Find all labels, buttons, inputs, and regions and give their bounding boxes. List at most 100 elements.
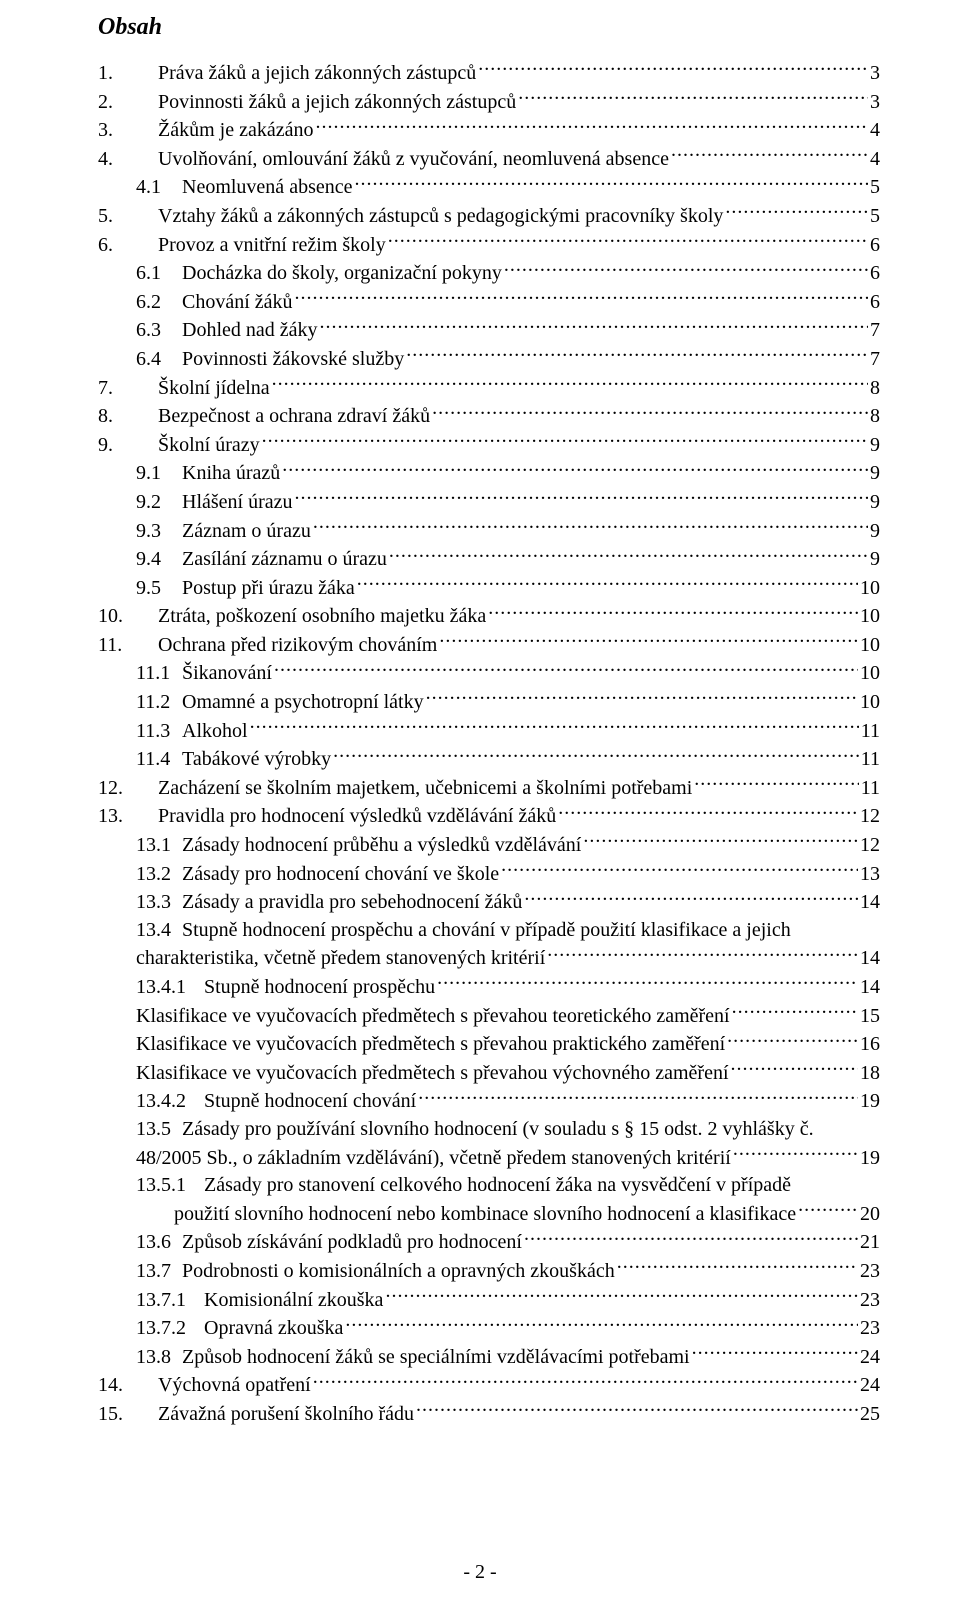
toc-leader-dots	[418, 1087, 858, 1107]
toc-entry: 3.Žákům je zakázáno 4	[98, 116, 880, 145]
toc-entry-page: 9	[870, 546, 880, 574]
toc-leader-dots	[439, 631, 858, 651]
toc-entry-number: 13.6	[136, 1229, 182, 1257]
toc-entry-text: Dohled nad žáky	[182, 319, 318, 341]
toc-entry-text: Chování žáků	[182, 291, 293, 313]
toc-leader-dots	[437, 973, 858, 993]
toc-entry-number: 6.1	[136, 260, 182, 288]
toc-entry-text: Klasifikace ve vyučovacích předmětech s …	[136, 1062, 729, 1084]
toc-entry-text: Zasílání záznamu o úrazu	[182, 548, 387, 570]
toc-entry-number: 3.	[98, 117, 158, 145]
toc-entry-label: 6.2Chování žáků	[136, 289, 293, 317]
toc-entry-number: 13.2	[136, 861, 182, 889]
toc-entry: 13.4.1Stupně hodnocení prospěchu 14	[98, 973, 880, 1002]
toc-entry-page: 12	[860, 832, 880, 860]
toc-leader-dots	[320, 316, 868, 336]
toc-entry-text: Žákům je zakázáno	[158, 119, 313, 141]
toc-leader-dots	[315, 116, 868, 136]
toc-entry-label: 15.Závažná porušení školního řádu	[98, 1401, 414, 1429]
toc-leader-dots	[547, 944, 858, 964]
toc-entry-label: 13.5Zásady pro používání slovního hodnoc…	[136, 1116, 814, 1144]
toc-leader-dots	[617, 1257, 858, 1277]
toc-entry-page: 18	[860, 1060, 880, 1088]
toc-entry-text: Zásady pro stanovení celkového hodnocení…	[204, 1174, 791, 1196]
toc-entry-text: Způsob získávání podkladů pro hodnocení	[182, 1231, 522, 1253]
toc-entry: 8.Bezpečnost a ochrana zdraví žáků 8	[98, 402, 880, 431]
toc-entry: 7.Školní jídelna 8	[98, 374, 880, 403]
toc-entry-number: 13.4.2	[136, 1088, 204, 1116]
toc-entry-label: 2.Povinnosti žáků a jejich zákonných zás…	[98, 89, 516, 117]
toc-entry-label: Klasifikace ve vyučovacích předmětech s …	[136, 1003, 730, 1031]
toc-entry-text: Vztahy žáků a zákonných zástupců s pedag…	[158, 205, 723, 227]
toc-entry-text: Alkohol	[182, 720, 248, 742]
toc-entry-page: 4	[870, 146, 880, 174]
toc-entry-page: 9	[870, 460, 880, 488]
toc-entry-number: 6.4	[136, 346, 182, 374]
table-of-contents: 1.Práva žáků a jejich zákonných zástupců…	[98, 59, 880, 1429]
toc-entry: 6.1Docházka do školy, organizační pokyny…	[98, 259, 880, 288]
toc-entry-page: 8	[870, 375, 880, 403]
toc-entry-label: 9.4Zasílání záznamu o úrazu	[136, 546, 387, 574]
toc-entry-text: Práva žáků a jejich zákonných zástupců	[158, 62, 476, 84]
toc-leader-dots	[432, 402, 868, 422]
toc-entry-number: 13.8	[136, 1344, 182, 1372]
toc-entry-label: 13.8Způsob hodnocení žáků se speciálními…	[136, 1344, 690, 1372]
toc-entry-page: 11	[861, 746, 880, 774]
toc-leader-dots	[798, 1200, 858, 1220]
toc-entry: 13.7.2Opravná zkouška 23	[98, 1314, 880, 1343]
toc-entry-number: 4.	[98, 146, 158, 174]
toc-entry-text: Zásady hodnocení průběhu a výsledků vzdě…	[182, 834, 581, 856]
toc-entry: 10.Ztráta, poškození osobního majetku žá…	[98, 602, 880, 631]
toc-leader-dots	[558, 802, 858, 822]
toc-entry-label: 7.Školní jídelna	[98, 375, 270, 403]
toc-entry-page: 19	[860, 1088, 880, 1116]
toc-leader-dots	[272, 374, 868, 394]
toc-entry-page: 7	[870, 346, 880, 374]
toc-entry-text: Klasifikace ve vyučovacích předmětech s …	[136, 1033, 725, 1055]
toc-leader-dots	[250, 717, 859, 737]
toc-entry-label: 13.3Zásady a pravidla pro sebehodnocení …	[136, 889, 522, 917]
toc-entry-text: Povinnosti žáků a jejich zákonných zástu…	[158, 91, 516, 113]
toc-leader-dots	[426, 688, 858, 708]
toc-entry-page: 9	[870, 489, 880, 517]
toc-entry-text: Uvolňování, omlouvání žáků z vyučování, …	[158, 148, 669, 170]
toc-leader-dots	[416, 1400, 858, 1420]
toc-entry-label: 13.6Způsob získávání podkladů pro hodnoc…	[136, 1229, 522, 1257]
toc-leader-dots	[732, 1002, 858, 1022]
toc-entry-page: 15	[860, 1003, 880, 1031]
toc-entry-page: 9	[870, 432, 880, 460]
toc-entry-page: 5	[870, 174, 880, 202]
toc-entry-label: 11.1Šikanování	[136, 660, 272, 688]
toc-entry-page: 10	[860, 603, 880, 631]
toc-entry: 13.7.1Komisionální zkouška 23	[98, 1286, 880, 1315]
toc-entry-number: 13.7	[136, 1258, 182, 1286]
toc-entry-label: 1.Práva žáků a jejich zákonných zástupců	[98, 60, 476, 88]
toc-entry-number: 6.2	[136, 289, 182, 317]
toc-entry-label: 4.1Neomluvená absence	[136, 174, 352, 202]
toc-entry-text: Způsob hodnocení žáků se speciálními vzd…	[182, 1346, 690, 1368]
toc-entry-page: 6	[870, 232, 880, 260]
toc-entry-label: 12.Zacházení se školním majetkem, učebni…	[98, 775, 692, 803]
toc-entry-page: 6	[870, 289, 880, 317]
toc-entry-label: 9.Školní úrazy	[98, 432, 260, 460]
toc-entry-number: 13.3	[136, 889, 182, 917]
toc-leader-dots	[731, 1059, 858, 1079]
toc-entry-page: 3	[870, 89, 880, 117]
toc-entry-label: 6.3Dohled nad žáky	[136, 317, 318, 345]
toc-entry: Klasifikace ve vyučovacích předmětech s …	[98, 1030, 880, 1059]
toc-entry-text: Stupně hodnocení chování	[204, 1090, 416, 1112]
toc-entry: 9.5Postup při úrazu žáka 10	[98, 574, 880, 603]
toc-entry: 13.7Podrobnosti o komisionálních a oprav…	[98, 1257, 880, 1286]
toc-entry-number: 9.4	[136, 546, 182, 574]
toc-entry-text: Kniha úrazů	[182, 462, 280, 484]
toc-leader-dots	[262, 431, 868, 451]
toc-entry: 14.Výchovná opatření 24	[98, 1371, 880, 1400]
toc-entry-page: 11	[861, 718, 880, 746]
toc-entry: 9.Školní úrazy 9	[98, 431, 880, 460]
toc-entry-label: 5.Vztahy žáků a zákonných zástupců s ped…	[98, 203, 723, 231]
toc-entry-number: 1.	[98, 60, 158, 88]
toc-leader-dots	[313, 517, 868, 537]
toc-leader-dots	[478, 59, 868, 79]
toc-entry: 12.Zacházení se školním majetkem, učebni…	[98, 774, 880, 803]
toc-leader-dots	[274, 659, 858, 679]
